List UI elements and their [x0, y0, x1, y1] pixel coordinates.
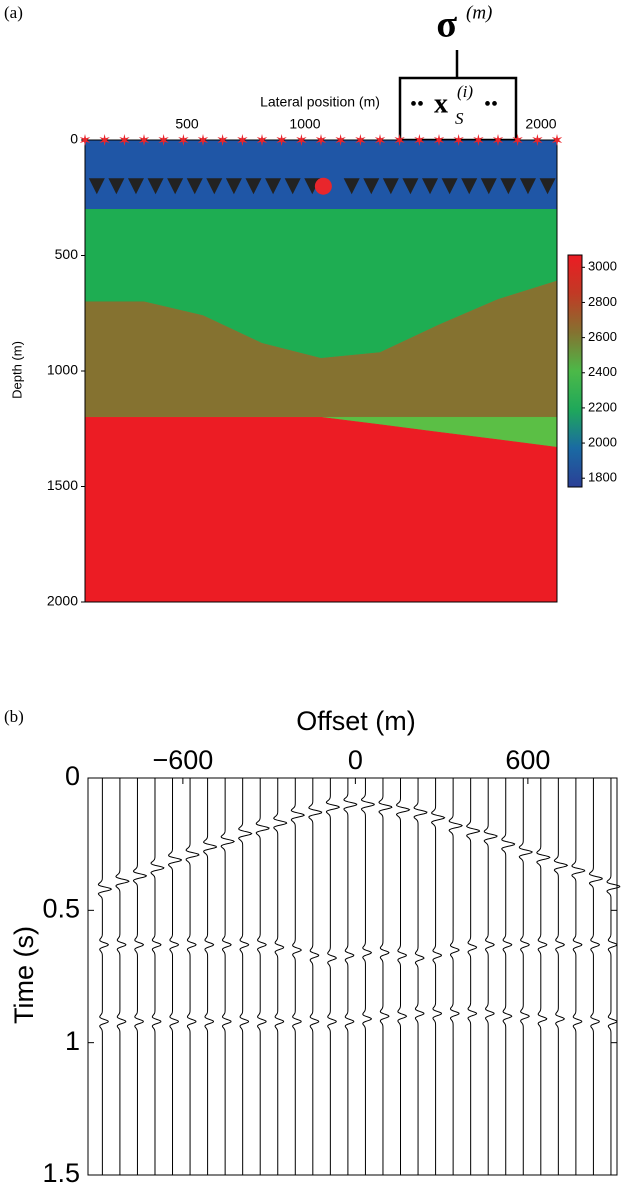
trace: [502, 778, 515, 1175]
y-tick-label: 2000: [47, 593, 78, 609]
figure: (a) σ (m) •• x S (i) •• Lateral position…: [0, 0, 633, 1188]
trace: [239, 778, 252, 1175]
plot-frame: [88, 778, 617, 1175]
y-tick-label: 0: [70, 131, 78, 147]
y-tick-label: 0: [65, 761, 80, 791]
y-tick-label: 1.5: [42, 1158, 80, 1188]
trace: [467, 778, 480, 1175]
colorbar-tick-label: 2800: [588, 294, 617, 309]
x-tick-label: 600: [505, 745, 550, 775]
trace: [98, 778, 111, 1175]
trace: [449, 778, 462, 1175]
y-axis-label: Time (s): [9, 926, 39, 1024]
trace: [554, 778, 567, 1175]
trace: [274, 778, 287, 1175]
trace: [379, 778, 392, 1175]
active-source: [315, 178, 332, 195]
layer: [85, 417, 557, 602]
trace: [607, 778, 620, 1175]
box-subscript: S: [455, 109, 464, 128]
trace: [186, 778, 199, 1175]
colorbar-tick-label: 3000: [588, 259, 617, 274]
x-tick-label: 500: [175, 116, 199, 132]
trace: [344, 778, 357, 1175]
box-symbol: x: [434, 88, 448, 119]
trace: [361, 778, 374, 1175]
trace: [484, 778, 497, 1175]
operator-superscript: (m): [466, 2, 492, 23]
box-prefix: ••: [410, 94, 424, 116]
y-tick-label: 1000: [47, 362, 78, 378]
layer: [85, 140, 557, 209]
y-tick-label: 1500: [47, 477, 78, 493]
x-axis-label: Offset (m): [296, 706, 416, 736]
trace: [204, 778, 217, 1175]
panel-label: (a): [4, 3, 23, 22]
y-axis-label: Depth (m): [9, 341, 24, 399]
colorbar-tick-label: 2000: [588, 434, 617, 449]
y-tick-label: 0.5: [42, 893, 80, 923]
colorbar-tick-label: 1800: [588, 470, 617, 485]
x-tick-label: 0: [348, 745, 363, 775]
trace: [537, 778, 550, 1175]
x-tick-label: 1000: [289, 116, 320, 132]
trace: [572, 778, 585, 1175]
colorbar-tick-label: 2400: [588, 364, 617, 379]
trace: [116, 778, 129, 1175]
colorbar: [568, 255, 582, 487]
trace: [291, 778, 304, 1175]
box-suffix: ••: [484, 94, 498, 116]
trace: [432, 778, 445, 1175]
x-tick-label: −600: [152, 745, 213, 775]
trace: [133, 778, 146, 1175]
trace: [589, 778, 602, 1175]
trace: [519, 778, 532, 1175]
trace: [221, 778, 234, 1175]
x-axis-label: Lateral position (m): [260, 94, 380, 110]
trace: [326, 778, 339, 1175]
x-tick-label: 2000: [525, 116, 556, 132]
trace: [169, 778, 182, 1175]
trace: [256, 778, 269, 1175]
colorbar-tick-label: 2200: [588, 399, 617, 414]
y-tick-label: 500: [55, 246, 79, 262]
trace: [151, 778, 164, 1175]
y-tick-label: 1: [65, 1026, 80, 1056]
trace: [397, 778, 410, 1175]
trace: [414, 778, 427, 1175]
panel-label: (b): [4, 707, 24, 726]
colorbar-tick-label: 2600: [588, 329, 617, 344]
box-superscript: (i): [457, 82, 473, 101]
operator-symbol: σ: [436, 4, 457, 46]
trace: [309, 778, 322, 1175]
